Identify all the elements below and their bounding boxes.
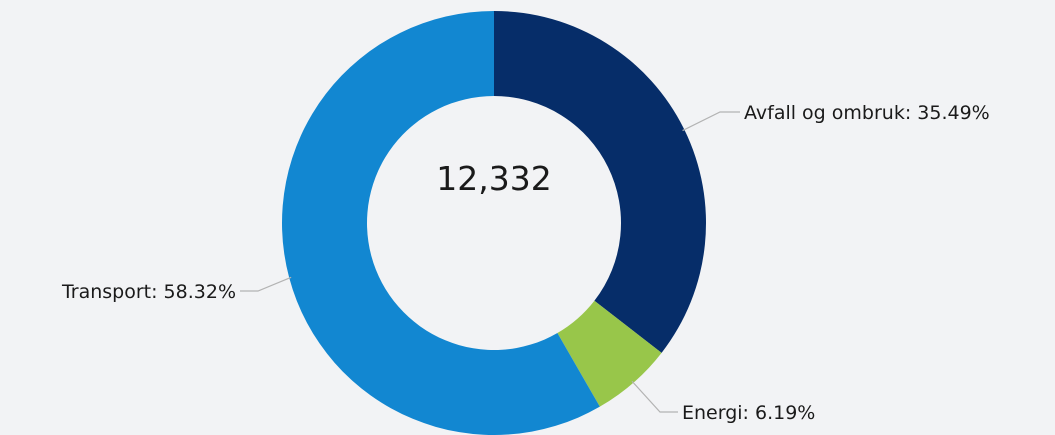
- slice-label-transport: Transport: 58.32%: [61, 281, 236, 303]
- slice-transport[interactable]: [282, 11, 600, 435]
- leader-lines: [240, 111, 740, 413]
- slice-labels: Avfall og ombruk: 35.49% Energi: 6.19% Tra…: [61, 102, 990, 424]
- leader-line-avfall-og-ombruk: [682, 111, 740, 132]
- center-total: 12,332: [436, 159, 551, 198]
- leader-line-transport: [240, 276, 292, 292]
- donut-slices: [282, 11, 707, 435]
- leader-line-energi: [631, 380, 678, 413]
- slice-energi[interactable]: [557, 300, 662, 407]
- slice-avfall-og-ombruk[interactable]: [494, 11, 707, 353]
- slice-label-energi: Energi: 6.19%: [682, 402, 815, 424]
- slice-label-avfall-og-ombruk: Avfall og ombruk: 35.49%: [744, 102, 990, 124]
